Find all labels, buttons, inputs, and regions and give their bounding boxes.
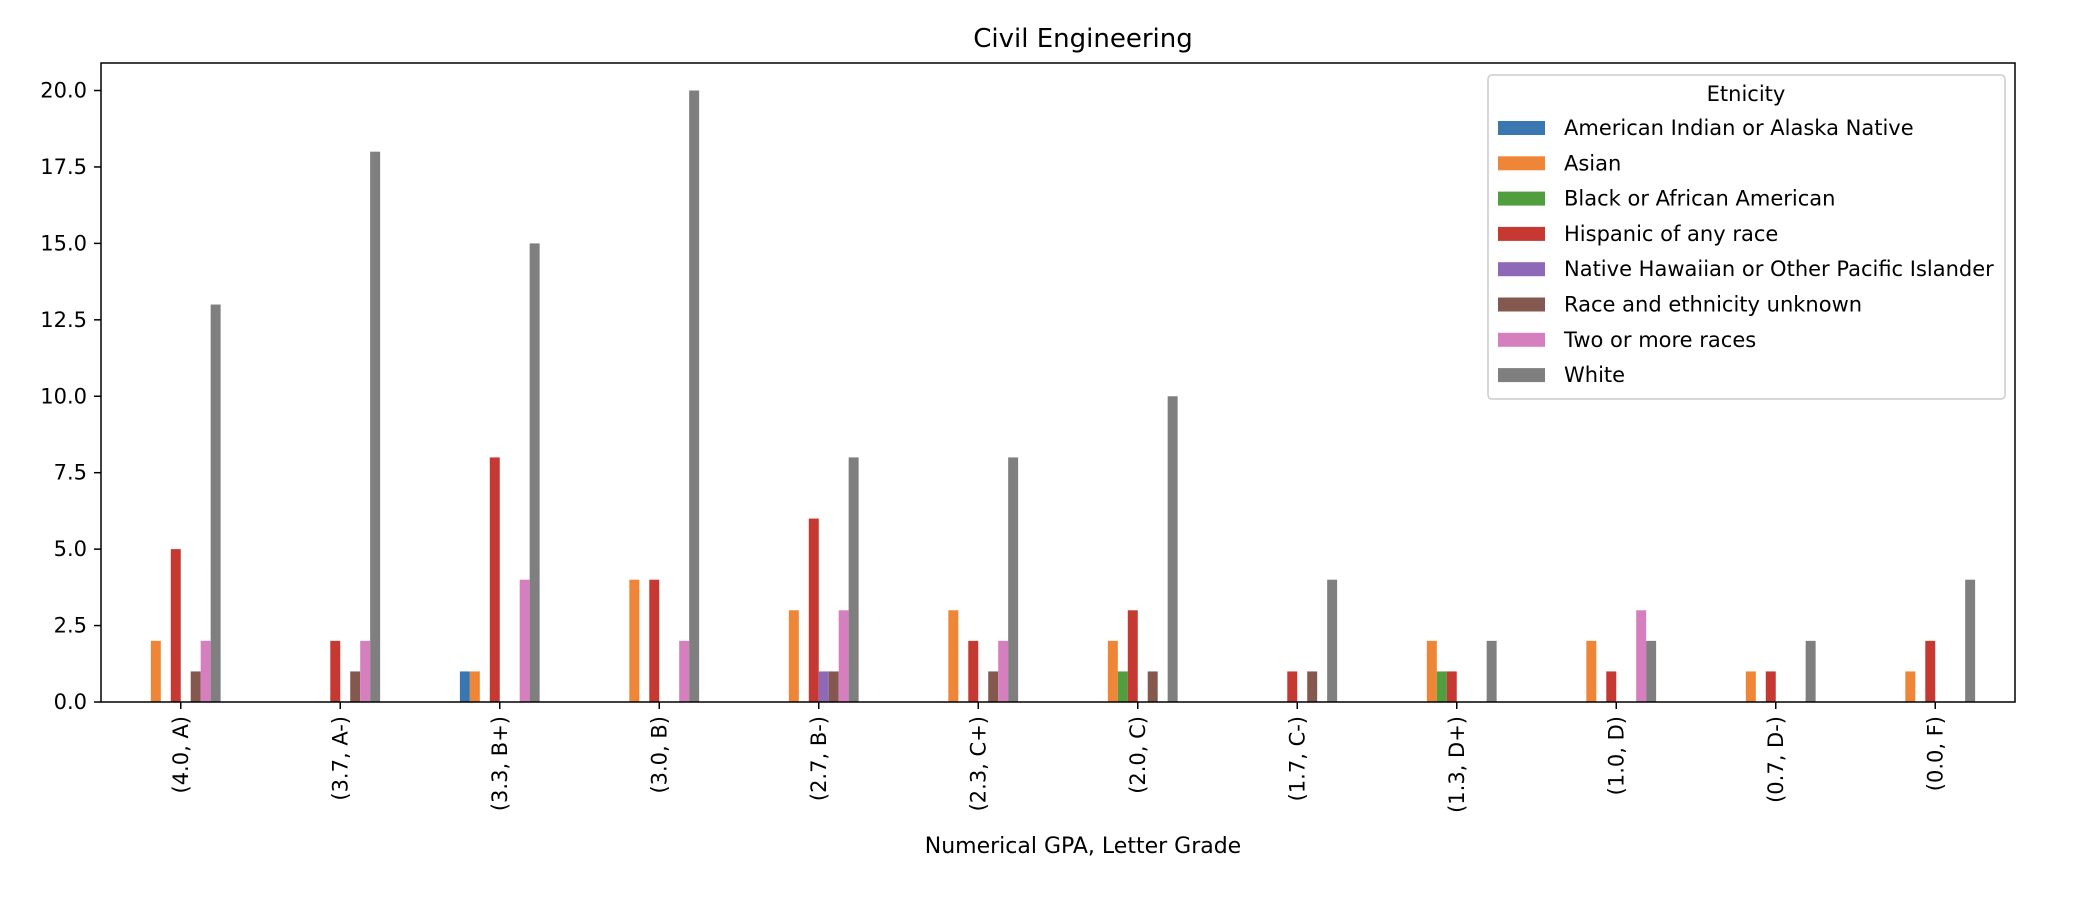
bar [1606, 671, 1617, 702]
bar [360, 640, 371, 702]
x-axis-label: Numerical GPA, Letter Grade [925, 834, 1241, 859]
y-tick-label: 15.0 [40, 231, 87, 255]
x-tick-label: (2.7, B-) [807, 716, 831, 801]
bar [1107, 640, 1118, 702]
bar [330, 640, 341, 702]
bar [1117, 671, 1128, 702]
x-tick-label: (2.3, C+) [966, 716, 990, 811]
bar [848, 457, 859, 702]
x-tick-label: (3.3, B+) [488, 716, 512, 811]
bar [1486, 640, 1497, 702]
x-tick-label: (1.7, C-) [1285, 716, 1309, 801]
legend-label: Race and ethnicity unknown [1564, 293, 1862, 317]
bar [489, 457, 500, 702]
legend-swatch [1498, 121, 1545, 135]
legend-swatch [1498, 262, 1545, 277]
x-tick-label: (1.0, D) [1604, 716, 1628, 795]
y-tick-label: 12.5 [40, 308, 87, 332]
legend-label: American Indian or Alaska Native [1564, 116, 1914, 140]
bar [818, 671, 829, 702]
bar [1636, 610, 1647, 702]
bar [1127, 610, 1138, 702]
bar [788, 610, 799, 702]
y-tick-label: 10.0 [40, 384, 87, 408]
legend-label: White [1564, 363, 1625, 387]
legend-label: Hispanic of any race [1564, 222, 1778, 246]
bar [948, 610, 959, 702]
chart-title: Civil Engineering [973, 24, 1192, 54]
x-tick-label: (1.3, D+) [1445, 716, 1469, 813]
bar [370, 151, 381, 703]
legend-swatch [1498, 191, 1545, 206]
bar [1167, 396, 1178, 702]
x-tick-label: (0.0, F) [1923, 716, 1947, 791]
bar [998, 640, 1009, 702]
bar [1287, 671, 1298, 702]
bar [200, 640, 211, 702]
legend-swatch [1498, 156, 1545, 171]
bar [1436, 671, 1447, 702]
y-tick-label: 2.5 [54, 614, 87, 638]
bar [150, 640, 161, 702]
bar [988, 671, 999, 702]
bar [838, 610, 849, 702]
bar [170, 549, 181, 702]
bar [1147, 671, 1158, 702]
bar [1586, 640, 1597, 702]
bars-layer [150, 90, 1976, 703]
legend-label: Black or African American [1564, 187, 1835, 211]
bar [808, 518, 819, 702]
legend-swatch [1498, 226, 1545, 241]
legend-title: Etnicity [1707, 82, 1786, 106]
bar [190, 671, 201, 702]
legend-frame [1487, 74, 2006, 400]
bar [1805, 640, 1816, 702]
y-tick-label: 17.5 [40, 155, 87, 179]
bar [1905, 671, 1916, 702]
bar [828, 671, 839, 702]
bar [1307, 671, 1318, 702]
bar [1426, 640, 1437, 702]
legend-items: American Indian or Alaska Native Asian Bla… [1498, 116, 1994, 387]
bar [968, 640, 979, 702]
bar [1327, 579, 1338, 702]
x-tick-label: (3.7, A-) [328, 716, 352, 801]
legend-label: Asian [1564, 151, 1621, 175]
bar [469, 671, 480, 702]
x-tick-label: (4.0, A) [169, 716, 193, 794]
bar [459, 671, 470, 702]
bar [629, 579, 640, 702]
y-tick-label: 5.0 [54, 537, 87, 561]
bar [1765, 671, 1776, 702]
legend-label: Two or more races [1563, 328, 1756, 352]
bar [1008, 457, 1019, 702]
x-tick-label: (2.0, C) [1126, 716, 1150, 794]
bar [1646, 640, 1657, 702]
bar [1745, 671, 1756, 702]
bar [350, 671, 361, 702]
y-tick-label: 7.5 [54, 461, 87, 485]
bar [679, 640, 690, 702]
y-tick-label: 20.0 [40, 79, 87, 103]
bar [519, 579, 530, 702]
bar [649, 579, 660, 702]
x-tick-label: (3.0, B) [647, 716, 671, 794]
bar [529, 243, 540, 702]
x-tick-label: (0.7, D-) [1764, 716, 1788, 803]
y-tick-label: 0.0 [54, 690, 87, 714]
bar [689, 90, 700, 702]
bar [1446, 671, 1457, 702]
legend-swatch [1498, 368, 1545, 383]
bar [1925, 640, 1936, 702]
legend-swatch [1498, 332, 1545, 347]
legend: Etnicity American Indian or Alaska Nativ… [1487, 74, 2006, 400]
bar [210, 304, 221, 702]
x-axis: (4.0, A) (3.7, A-) (3.3, B+) (3.0, B) (2.7, … [169, 702, 1947, 813]
legend-label: Native Hawaiian or Other Pacific Islande… [1564, 257, 1994, 281]
y-axis: 0.0 2.5 5.0 7.5 10.0 12.5 15.0 17.5 20.0 [40, 79, 101, 714]
bar [1965, 579, 1976, 702]
legend-swatch [1498, 297, 1545, 312]
plot-frame [100, 62, 2016, 703]
